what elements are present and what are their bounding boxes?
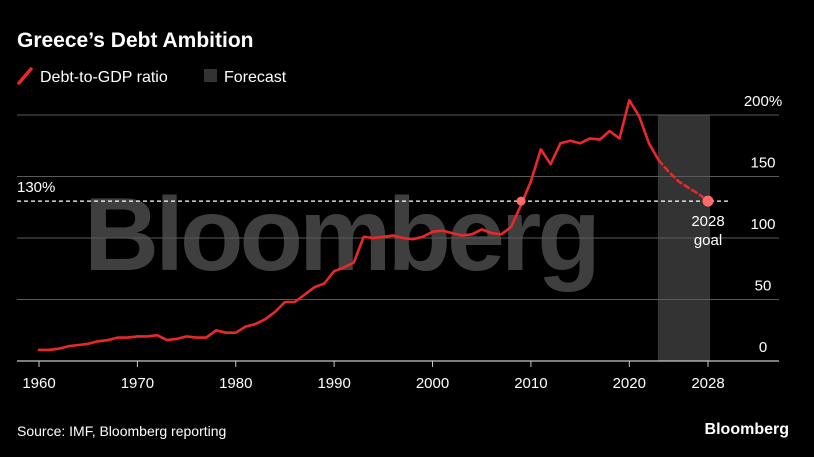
y-tick-label-100: 100 [750,216,775,233]
legend-label-debt: Debt-to-GDP ratio [40,69,168,86]
reference-line-label: 130% [17,179,55,196]
watermark-text: Bloomberg [84,177,597,293]
y-tick-label-50: 50 [755,278,772,295]
y-tick-label-0: 0 [759,339,767,356]
y-axis-ticks: 0 50 100 150 200% [744,93,782,356]
x-tick-label-2020: 2020 [613,375,646,392]
x-tick-label-1990: 1990 [317,375,350,392]
x-tick-label-1970: 1970 [121,375,154,392]
source-note: Source: IMF, Bloomberg reporting [17,423,226,439]
goal-label-text: goal [694,232,722,249]
forecast-series-line [657,159,710,203]
legend-box-swatch [204,69,217,82]
x-axis-ticks: 1960 1970 1980 1990 2000 2010 2020 2028 [22,361,725,392]
x-tick-label-1960: 1960 [22,375,55,392]
reference-line-layer: 130% [17,179,730,202]
legend-line-swatch [17,67,33,85]
legend: Debt-to-GDP ratio Forecast [17,67,287,86]
x-tick-label-2000: 2000 [416,375,449,392]
brand-logo: Bloomberg [705,421,789,438]
chart-title: Greece’s Debt Ambition [17,29,254,52]
goal-point-2028 [702,195,714,207]
x-tick-label-2010: 2010 [514,375,547,392]
goal-label-year: 2028 [691,213,724,230]
goal-annotation: 2028 goal [691,195,725,249]
y-tick-label-200: 200% [744,93,782,110]
crossing-point-2009 [516,196,526,206]
x-tick-label-1980: 1980 [219,375,252,392]
debt-series-line [37,98,661,352]
series-layer [37,98,710,352]
x-tick-label-2028: 2028 [691,375,724,392]
legend-label-forecast: Forecast [224,69,287,86]
y-tick-label-150: 150 [750,155,775,172]
